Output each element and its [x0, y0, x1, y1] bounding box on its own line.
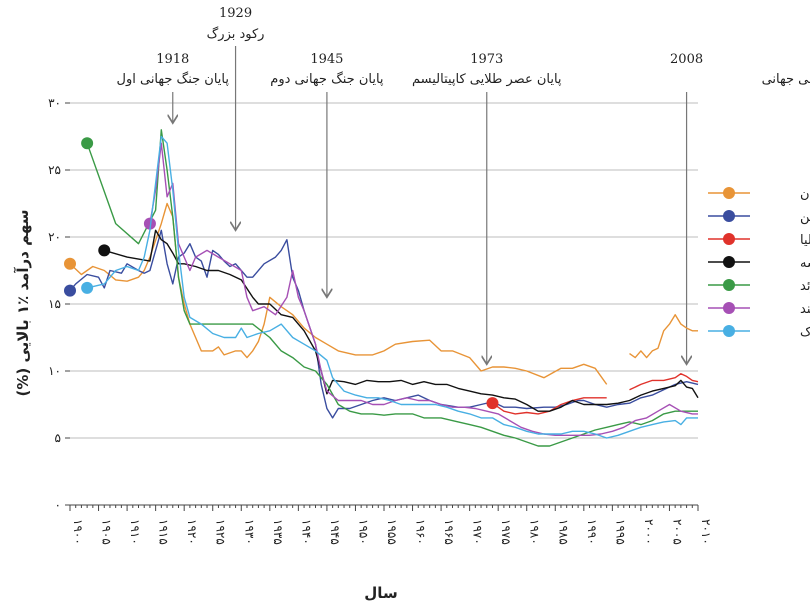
x-tick-label: ۱۹۹۵: [613, 519, 627, 545]
x-tick-label: ۱۹۴۵: [328, 519, 342, 545]
x-tick-label: ۱۹۲۵: [214, 519, 228, 545]
legend-label: ایتالیا: [800, 233, 810, 248]
series-lines: [64, 129, 699, 447]
annotation-year: 2008: [670, 52, 703, 67]
annotation-year: 1945: [310, 52, 343, 67]
legend: آلمان ژاپن ایتالیا فرانسه سوئد هلند دانمارک: [708, 185, 810, 340]
x-tick-label: ۲۰۰۵: [670, 519, 684, 545]
x-tick-label: ۲۰۱۰: [699, 519, 713, 545]
y-tick-label: ۱۰: [48, 364, 61, 378]
y-tick-label: ۱۵: [48, 297, 61, 311]
series-start-marker: [64, 284, 76, 297]
annotation-label: پایان جنگ جهانی اول: [117, 71, 230, 87]
annotation-label: رکود بزرگ: [207, 25, 265, 42]
annotation-year: 1929: [219, 6, 252, 21]
legend-swatch-marker: [723, 302, 735, 314]
annotation-label: پایان جنگ جهانی دوم: [270, 71, 384, 87]
annotation-year: 1918: [156, 52, 189, 67]
x-tick-label: ۱۹۴۰: [299, 519, 313, 545]
x-tick-label: ۱۹۸۵: [556, 519, 570, 545]
y-tick-label: ۲۰: [48, 230, 61, 244]
series-line: [86, 129, 698, 447]
series-line: [69, 229, 699, 419]
x-tick-label: ۱۹۰۰: [71, 519, 85, 545]
x-tick-label: ۱۹۲۰: [185, 519, 199, 545]
x-tick-label: ۱۹۱۰: [128, 519, 142, 545]
legend-swatch-marker: [723, 210, 735, 222]
x-tick-label: ۱۹۱۵: [157, 519, 171, 545]
series-line: [104, 229, 699, 412]
x-tick-label: ۱۹۵۰: [356, 519, 370, 545]
legend-label: ژاپن: [800, 210, 810, 225]
series-line: [629, 373, 699, 391]
legend-label: دانمارک: [800, 325, 810, 340]
series-start-marker: [143, 217, 156, 230]
x-tick-label: ۱۹۵۵: [385, 519, 399, 545]
legend-label: آلمان: [800, 185, 810, 202]
legend-swatch-marker: [723, 256, 735, 268]
series-line: [86, 135, 698, 439]
x-tick-label: ۱۹۶۰: [414, 519, 428, 545]
legend-swatch-marker: [723, 187, 735, 199]
annotation-label: پایان عصر طلایی کاپیتالیسم: [412, 72, 562, 87]
legend-swatch-marker: [723, 325, 735, 337]
series-start-marker: [98, 244, 111, 257]
y-axis-title: سهم درآمد ٪۱ بالایی (%): [14, 209, 32, 396]
y-tick-label: ۳۰: [48, 96, 61, 110]
x-tick-label: ۱۹۸۰: [528, 519, 542, 545]
series-line: [629, 314, 698, 359]
x-tick-label: ۱۹۳۵: [271, 519, 285, 545]
legend-swatch-marker: [723, 279, 735, 291]
y-tick-label: ۵: [55, 431, 61, 445]
x-axis-title: سال: [364, 584, 397, 602]
annotations: 1918 پایان جنگ جهانی اول 1929 رکود بزرگ 1945…: [117, 6, 810, 364]
legend-swatch-marker: [723, 233, 735, 245]
x-tick-label: ۱۹۷۵: [499, 519, 513, 545]
x-tick-label: ۱۹۷۰: [471, 519, 485, 545]
x-tick-label: ۲۰۰۰: [642, 519, 656, 545]
series-start-marker: [81, 281, 94, 294]
x-tick-label: ۱۹۹۰: [585, 519, 599, 545]
annotation-label: شروع بحران مالی جهانی: [762, 72, 810, 87]
legend-label: هلند: [800, 302, 810, 317]
series-start-marker: [64, 257, 76, 270]
series-start-marker: [486, 397, 499, 410]
series-line: [69, 202, 608, 385]
x-tick-label: ۱۹۰۵: [100, 519, 114, 545]
y-axis: ۰ ۵ ۱۰ ۱۵ ۲۰ ۲۵ ۳۰: [48, 96, 70, 512]
y-tick-label: ۰: [55, 498, 61, 512]
legend-label: فرانسه: [800, 256, 810, 271]
annotation-year: 1973: [470, 52, 503, 67]
x-tick-label: ۱۹۶۵: [442, 519, 456, 545]
legend-label: سوئد: [800, 279, 810, 294]
series-start-marker: [81, 137, 94, 150]
series-line: [149, 142, 698, 436]
x-tick-label: ۱۹۳۰: [242, 519, 256, 545]
y-tick-label: ۲۵: [48, 163, 61, 177]
x-axis: ۱۹۰۰ ۱۹۰۵ ۱۹۱۰ ۱۹۱۵ ۱۹۲۰ ۱۹۲۵ ۱۹۳۰ ۱۹۳۵ ۱۹۴۰ ۱۹۴۵…: [69, 504, 713, 545]
